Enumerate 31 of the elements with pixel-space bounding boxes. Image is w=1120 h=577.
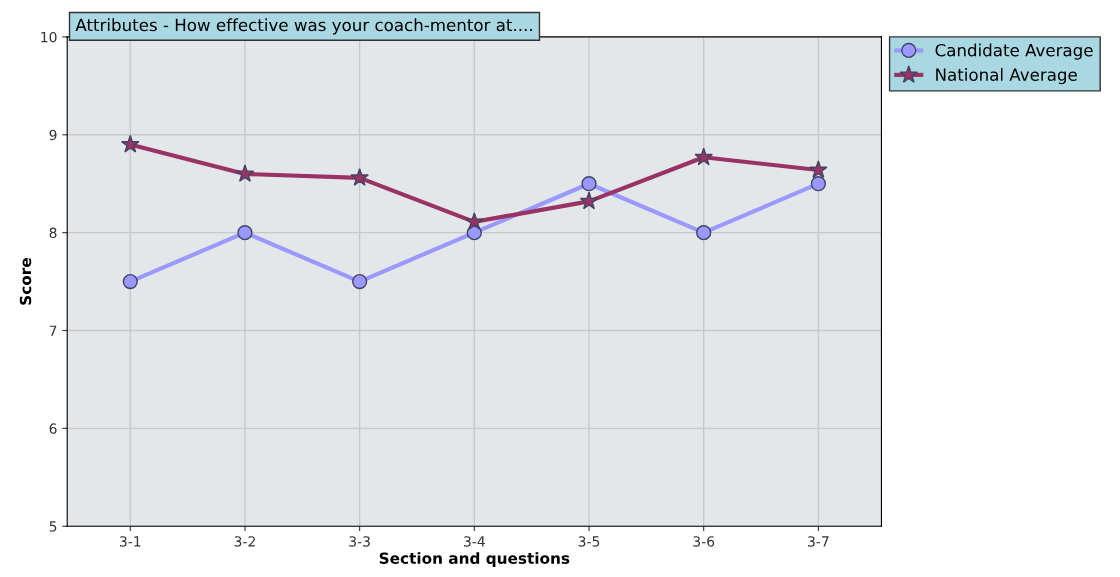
- x-tick-label: 3-5: [578, 536, 600, 547]
- point: [581, 176, 597, 192]
- point: [465, 212, 484, 230]
- y-tick-label: 9: [49, 129, 57, 141]
- x-tick-label: 3-4: [464, 536, 485, 547]
- point: [235, 164, 255, 182]
- y-tick-label: 7: [49, 325, 57, 336]
- legend-label: Candidate Average: [935, 43, 1093, 60]
- point: [579, 191, 599, 210]
- x-tick-label: 3-7: [808, 536, 829, 547]
- y-tick-label: 6: [49, 423, 57, 434]
- point: [237, 225, 253, 241]
- x-axis-title: Section and questions: [379, 552, 570, 567]
- y-tick-label: 10: [41, 31, 57, 43]
- point: [122, 273, 138, 290]
- y-tick-label: 8: [49, 227, 57, 239]
- y-tick-label: 5: [49, 521, 57, 532]
- x-tick-label: 3-6: [693, 536, 715, 547]
- point: [810, 176, 827, 192]
- point: [809, 160, 828, 179]
- point: [694, 147, 713, 166]
- x-tick-label: 3-1: [119, 536, 141, 547]
- point: [351, 273, 368, 290]
- point: [350, 168, 369, 186]
- y-axis-title: Score: [19, 258, 32, 305]
- x-tick-label: 3-2: [234, 536, 255, 547]
- chart-title: Attributes - How effective was your coach-mentor at....: [75, 18, 532, 35]
- point: [120, 134, 140, 153]
- x-tick-label: 3-3: [349, 536, 370, 547]
- legend-label: National Average: [936, 68, 1077, 85]
- point: [696, 225, 712, 241]
